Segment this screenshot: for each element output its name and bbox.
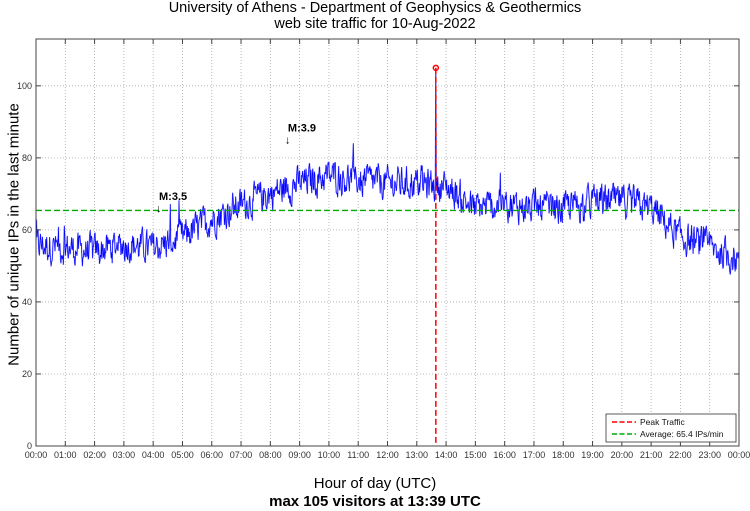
- legend-box: [605, 413, 737, 443]
- x-tick-label: 04:00: [142, 450, 165, 460]
- x-tick-label: 02:00: [83, 450, 106, 460]
- x-tick-label: 13:00: [406, 450, 429, 460]
- y-tick-label: 20: [22, 369, 32, 379]
- peak-summary: max 105 visitors at 13:39 UTC: [269, 493, 481, 510]
- x-tick-label: 08:00: [259, 450, 282, 460]
- x-tick-label: 20:00: [611, 450, 634, 460]
- legend: Peak Traffic Average: 65.4 IPs/min: [605, 413, 737, 443]
- grid: [36, 39, 739, 446]
- annotation-label: M:3.5: [159, 191, 187, 203]
- x-tick-label: 01:00: [54, 450, 77, 460]
- peak-marker: [432, 64, 440, 72]
- chart-title: University of Athens - Department of Geo…: [168, 0, 582, 16]
- ticks: 00:00 01:00 02:00 03:00 04:00 05:00 06:00 07:00…: [17, 39, 750, 460]
- x-tick-label: 09:00: [288, 450, 311, 460]
- x-tick-label: 17:00: [523, 450, 546, 460]
- x-axis-label: Hour of day (UTC): [313, 475, 437, 492]
- x-tick-label: 19:00: [581, 450, 604, 460]
- y-tick-label: 0: [27, 441, 32, 451]
- y-tick-label: 60: [22, 225, 32, 235]
- reference-lines: [36, 64, 739, 446]
- x-tick-label: 22:00: [669, 450, 692, 460]
- annotation-arrow-icon: ↓: [156, 203, 162, 215]
- annotations: M:3.5↓M:3.9↓: [156, 122, 316, 214]
- y-tick-label: 80: [22, 153, 32, 163]
- x-tick-label: 06:00: [200, 450, 223, 460]
- x-tick-label: 00:00: [25, 450, 48, 460]
- x-tick-label: 18:00: [552, 450, 575, 460]
- x-tick-label: 05:00: [171, 450, 194, 460]
- x-tick-label: 14:00: [435, 450, 458, 460]
- x-tick-label: 10:00: [318, 450, 341, 460]
- x-tick-label: 21:00: [640, 450, 663, 460]
- legend-peak-label: Peak Traffic: [640, 417, 685, 427]
- x-tick-label: 15:00: [464, 450, 487, 460]
- series-layer: [35, 67, 740, 275]
- x-tick-label: 12:00: [376, 450, 399, 460]
- x-tick-label: 23:00: [698, 450, 721, 460]
- legend-average-label: Average: 65.4 IPs/min: [640, 429, 724, 439]
- annotation-label: M:3.9: [288, 122, 316, 134]
- series-line: [35, 67, 739, 275]
- y-tick-label: 100: [17, 81, 32, 91]
- x-tick-label: 03:00: [113, 450, 136, 460]
- annotation-arrow-icon: ↓: [285, 134, 291, 146]
- x-tick-label: 16:00: [493, 450, 516, 460]
- x-tick-label: 11:00: [347, 450, 369, 460]
- chart-subtitle: web site traffic for 10-Aug-2022: [274, 16, 476, 32]
- x-tick-label: 07:00: [230, 450, 253, 460]
- x-tick-label: 00:00: [728, 450, 750, 460]
- y-tick-label: 40: [22, 297, 32, 307]
